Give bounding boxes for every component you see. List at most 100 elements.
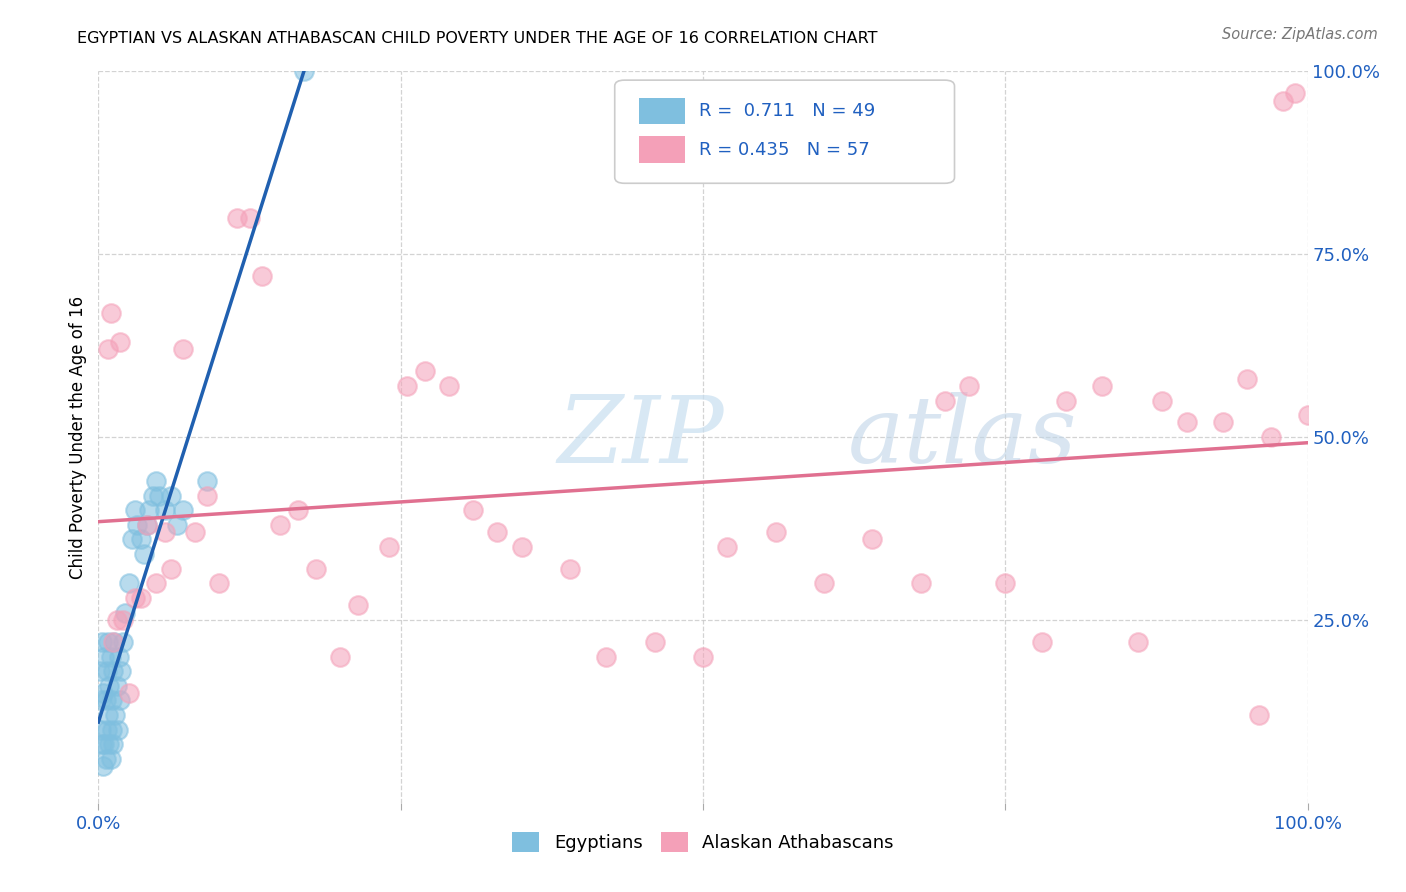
Point <box>97 635 120 649</box>
Point <box>305 562 328 576</box>
FancyBboxPatch shape <box>638 136 685 163</box>
Point <box>111 613 134 627</box>
Text: R = 0.435   N = 57: R = 0.435 N = 57 <box>699 141 870 159</box>
Point <box>142 489 165 503</box>
Point <box>994 576 1017 591</box>
Point <box>124 503 146 517</box>
Point <box>413 364 436 378</box>
Point <box>160 562 183 576</box>
Point <box>860 533 883 547</box>
Point <box>97 708 120 723</box>
Point <box>510 540 533 554</box>
Text: ZIP: ZIP <box>558 392 724 482</box>
Point <box>692 649 714 664</box>
Point <box>129 591 152 605</box>
Point <box>145 474 167 488</box>
Point <box>100 306 122 320</box>
Point <box>96 723 118 737</box>
Point <box>118 686 141 700</box>
FancyBboxPatch shape <box>638 98 685 124</box>
Point <box>463 503 485 517</box>
Point <box>1236 371 1258 385</box>
Point <box>195 474 218 488</box>
Point <box>813 576 835 591</box>
Point <box>93 649 115 664</box>
Point <box>93 737 115 751</box>
Point <box>166 517 188 532</box>
Point <box>104 708 127 723</box>
Point <box>226 211 249 225</box>
Point <box>121 533 143 547</box>
Point <box>100 649 122 664</box>
Point <box>292 64 315 78</box>
Text: atlas: atlas <box>848 392 1077 482</box>
Point <box>124 591 146 605</box>
Point <box>153 525 176 540</box>
FancyBboxPatch shape <box>614 80 955 183</box>
Point <box>100 752 122 766</box>
Point <box>118 576 141 591</box>
Point <box>1284 87 1306 101</box>
Point <box>90 693 112 707</box>
Point <box>1296 408 1319 422</box>
Point <box>184 525 207 540</box>
Point <box>129 533 152 547</box>
Text: EGYPTIAN VS ALASKAN ATHABASCAN CHILD POVERTY UNDER THE AGE OF 16 CORRELATION CHA: EGYPTIAN VS ALASKAN ATHABASCAN CHILD POV… <box>77 31 877 46</box>
Point <box>910 576 932 591</box>
Point <box>347 599 370 613</box>
Point <box>172 343 194 357</box>
Point <box>1091 379 1114 393</box>
Point <box>395 379 418 393</box>
Point <box>208 576 231 591</box>
Y-axis label: Child Poverty Under the Age of 16: Child Poverty Under the Age of 16 <box>69 295 87 579</box>
Point <box>91 759 114 773</box>
Point <box>1128 635 1150 649</box>
Point <box>110 664 132 678</box>
Point <box>250 269 273 284</box>
Legend: Egyptians, Alaskan Athabascans: Egyptians, Alaskan Athabascans <box>505 825 901 860</box>
Point <box>148 489 170 503</box>
Point <box>329 649 352 664</box>
Point <box>108 693 131 707</box>
Point <box>91 635 114 649</box>
Point <box>94 752 117 766</box>
Point <box>934 393 956 408</box>
Text: R =  0.711   N = 49: R = 0.711 N = 49 <box>699 102 876 120</box>
Point <box>96 664 118 678</box>
Point <box>100 723 122 737</box>
Point <box>595 649 617 664</box>
Point <box>1212 416 1234 430</box>
Point <box>100 693 122 707</box>
Point <box>107 723 129 737</box>
Point <box>377 540 399 554</box>
Point <box>287 503 309 517</box>
Point <box>957 379 980 393</box>
Point <box>1152 393 1174 408</box>
Point <box>239 211 262 225</box>
Point <box>135 517 157 532</box>
Point <box>558 562 581 576</box>
Point <box>108 334 131 349</box>
Point <box>160 489 183 503</box>
Point <box>437 379 460 393</box>
Point <box>127 517 149 532</box>
Point <box>1249 708 1271 723</box>
Point <box>1272 94 1295 108</box>
Point <box>716 540 738 554</box>
Point <box>103 635 125 649</box>
Point <box>97 343 120 357</box>
Point <box>114 606 136 620</box>
Point <box>269 517 291 532</box>
Point <box>108 649 131 664</box>
Point <box>145 576 167 591</box>
Point <box>765 525 787 540</box>
Point <box>98 679 121 693</box>
Point <box>105 679 128 693</box>
Point <box>134 547 156 561</box>
Point <box>172 503 194 517</box>
Point <box>90 723 112 737</box>
Point <box>644 635 666 649</box>
Point <box>1031 635 1053 649</box>
Point <box>94 693 117 707</box>
Point <box>153 503 176 517</box>
